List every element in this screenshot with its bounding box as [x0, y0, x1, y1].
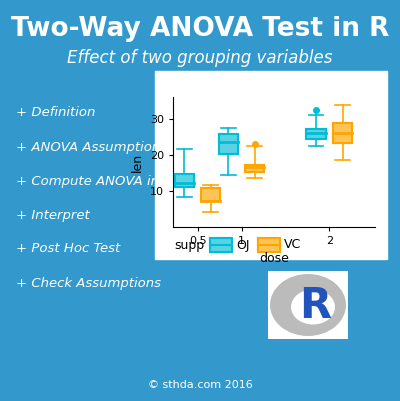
Bar — [258, 238, 280, 252]
Ellipse shape — [270, 274, 346, 336]
Text: + Compute ANOVA in R: + Compute ANOVA in R — [16, 174, 172, 188]
Text: + Check Assumptions: + Check Assumptions — [16, 277, 161, 290]
Text: OJ: OJ — [236, 239, 250, 251]
Ellipse shape — [291, 290, 335, 324]
Text: + Post Hoc Test: + Post Hoc Test — [16, 243, 120, 255]
Text: © sthda.com 2016: © sthda.com 2016 — [148, 380, 252, 390]
Y-axis label: len: len — [131, 152, 144, 172]
Bar — [155, 71, 387, 259]
Text: R: R — [299, 285, 331, 327]
Bar — [245, 164, 264, 172]
Text: + Definition: + Definition — [16, 107, 95, 119]
Bar — [201, 188, 220, 200]
Text: + Interpret: + Interpret — [16, 209, 90, 221]
Bar — [333, 123, 352, 143]
Bar — [306, 129, 326, 138]
Text: Two-Way ANOVA Test in R: Two-Way ANOVA Test in R — [11, 16, 389, 42]
Text: + ANOVA Assumptions: + ANOVA Assumptions — [16, 140, 167, 154]
Bar — [210, 238, 232, 252]
Bar — [219, 134, 238, 154]
Bar — [245, 164, 264, 172]
Bar — [258, 238, 280, 252]
Bar — [175, 174, 194, 186]
Bar — [210, 238, 232, 252]
Bar — [219, 134, 238, 154]
Bar — [333, 123, 352, 143]
Text: VC: VC — [284, 239, 301, 251]
X-axis label: dose: dose — [259, 251, 289, 265]
Bar — [268, 271, 348, 339]
Text: Effect of two grouping variables: Effect of two grouping variables — [67, 49, 333, 67]
Text: supp: supp — [174, 239, 204, 251]
Bar — [201, 188, 220, 200]
Bar — [175, 174, 194, 186]
Bar — [306, 129, 326, 138]
